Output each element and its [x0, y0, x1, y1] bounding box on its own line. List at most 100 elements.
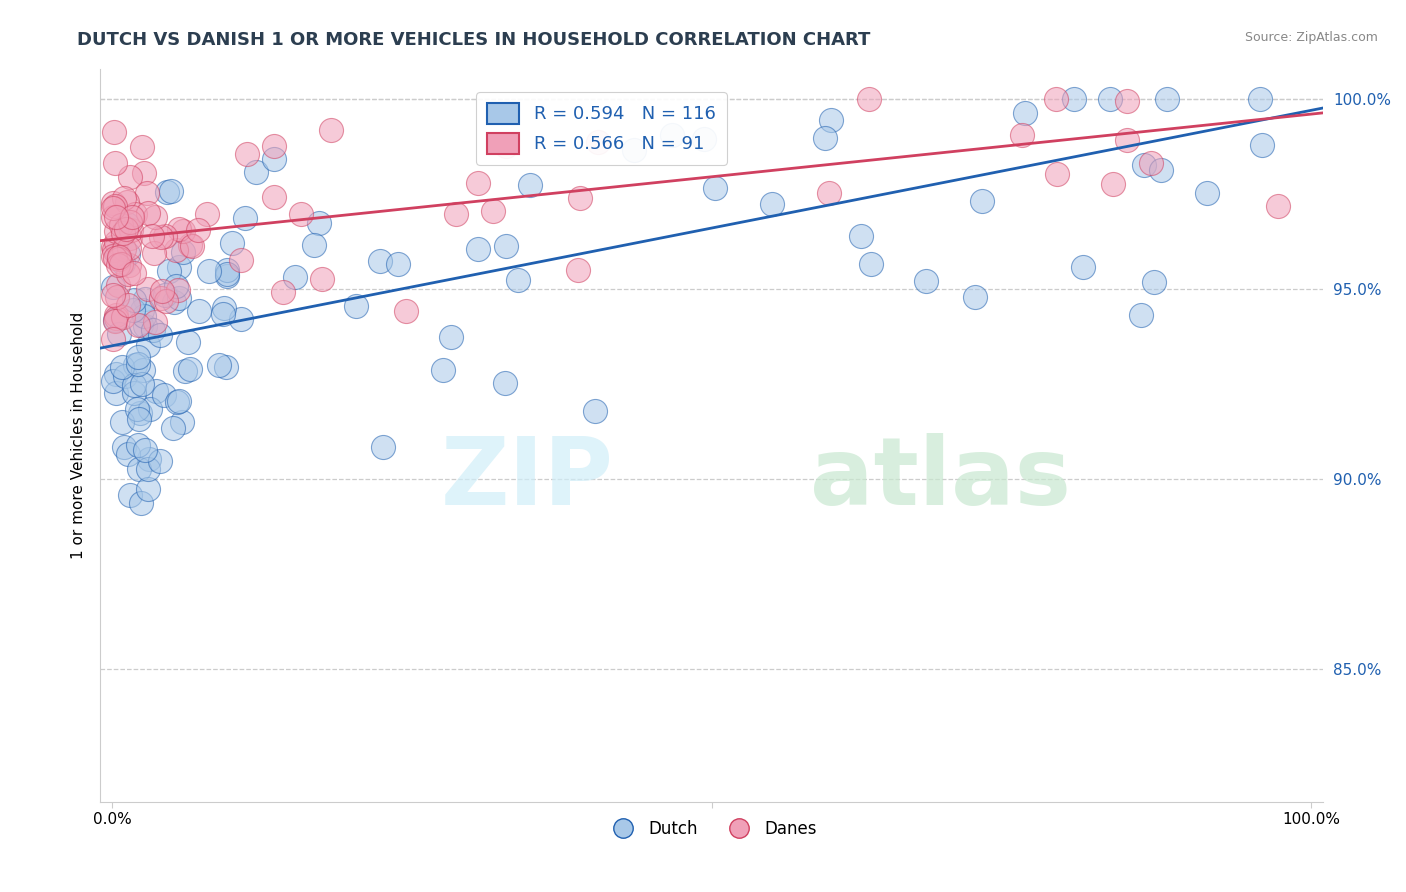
Point [103, 243, 125, 257]
Point [118, 241, 141, 255]
Point [1063, 92, 1085, 106]
Point [1014, 106, 1036, 120]
Point [432, 363, 454, 377]
Text: DUTCH VS DANISH 1 OR MORE VEHICLES IN HOUSEHOLD CORRELATION CHART: DUTCH VS DANISH 1 OR MORE VEHICLES IN HO… [77, 31, 870, 49]
Point [104, 156, 127, 170]
Point [111, 415, 134, 429]
Point [103, 125, 125, 139]
Point [136, 338, 159, 352]
Point [160, 184, 183, 198]
Point [103, 249, 125, 263]
Point [112, 242, 135, 256]
Point [115, 217, 138, 231]
Point [195, 207, 218, 221]
Point [849, 228, 872, 243]
Point [111, 310, 134, 324]
Point [173, 364, 195, 378]
Point [395, 304, 418, 318]
Point [118, 215, 141, 229]
Point [127, 438, 149, 452]
Point [129, 496, 152, 510]
Point [583, 403, 606, 417]
Point [141, 228, 163, 243]
Point [136, 205, 159, 219]
Point [107, 250, 129, 264]
Point [132, 363, 155, 377]
Point [105, 235, 128, 249]
Point [467, 176, 489, 190]
Point [103, 199, 125, 213]
Point [117, 267, 139, 281]
Point [104, 313, 127, 327]
Point [117, 298, 139, 312]
Point [440, 330, 463, 344]
Point [1046, 167, 1069, 181]
Point [131, 377, 153, 392]
Point [104, 385, 127, 400]
Point [138, 452, 160, 467]
Point [103, 288, 125, 302]
Point [858, 92, 880, 106]
Point [212, 307, 235, 321]
Point [122, 303, 145, 318]
Point [139, 402, 162, 417]
Point [284, 270, 307, 285]
Point [105, 309, 128, 323]
Point [1071, 260, 1094, 275]
Point [311, 271, 333, 285]
Point [229, 253, 252, 268]
Point [117, 447, 139, 461]
Point [1249, 92, 1271, 106]
Point [1195, 186, 1218, 201]
Point [134, 319, 156, 334]
Point [166, 283, 188, 297]
Point [370, 254, 392, 268]
Point [215, 359, 238, 374]
Point [970, 194, 993, 209]
Point [124, 359, 146, 373]
Point [118, 258, 141, 272]
Point [114, 368, 136, 383]
Point [1099, 92, 1122, 106]
Point [124, 386, 146, 401]
Point [915, 274, 938, 288]
Point [129, 318, 152, 332]
Point [1011, 128, 1033, 143]
Point [149, 328, 172, 343]
Point [121, 210, 143, 224]
Point [112, 226, 135, 240]
Point [149, 454, 172, 468]
Point [221, 235, 243, 250]
Point [149, 230, 172, 244]
Point [814, 131, 837, 145]
Point [103, 240, 125, 254]
Point [156, 185, 179, 199]
Point [115, 222, 138, 236]
Point [124, 207, 146, 221]
Point [105, 289, 128, 303]
Point [508, 273, 530, 287]
Point [111, 359, 134, 374]
Point [127, 357, 149, 371]
Point [567, 263, 589, 277]
Point [1101, 177, 1123, 191]
Point [152, 388, 174, 402]
Point [155, 293, 177, 308]
Point [494, 376, 516, 391]
Point [107, 252, 129, 267]
Point [693, 132, 716, 146]
Point [197, 264, 219, 278]
Point [1143, 275, 1166, 289]
Point [157, 264, 180, 278]
Text: atlas: atlas [810, 433, 1070, 525]
Point [127, 350, 149, 364]
Point [107, 277, 129, 292]
Point [661, 128, 683, 142]
Point [304, 238, 326, 252]
Point [118, 170, 141, 185]
Text: ZIP: ZIP [441, 433, 614, 525]
Point [134, 292, 156, 306]
Point [104, 311, 127, 326]
Point [103, 210, 125, 224]
Point [1129, 309, 1152, 323]
